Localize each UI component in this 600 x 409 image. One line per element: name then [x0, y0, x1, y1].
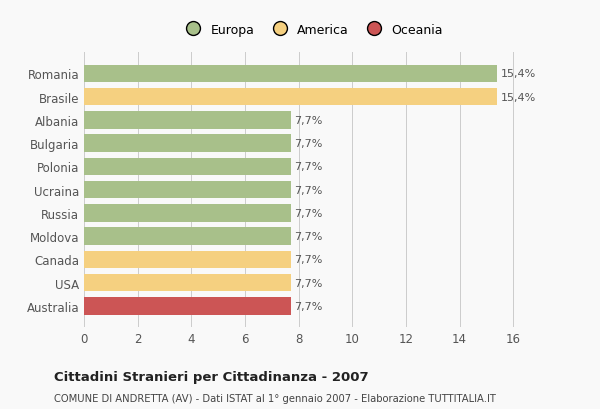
Text: COMUNE DI ANDRETTA (AV) - Dati ISTAT al 1° gennaio 2007 - Elaborazione TUTTITALI: COMUNE DI ANDRETTA (AV) - Dati ISTAT al …	[54, 393, 496, 403]
Text: 15,4%: 15,4%	[501, 92, 536, 103]
Bar	[84, 112, 290, 129]
Bar	[84, 89, 497, 106]
Bar	[84, 65, 497, 83]
Text: 15,4%: 15,4%	[501, 70, 536, 79]
Legend: Europa, America, Oceania: Europa, America, Oceania	[181, 24, 443, 37]
Text: 7,7%: 7,7%	[295, 231, 323, 242]
Text: 7,7%: 7,7%	[295, 301, 323, 311]
Bar	[84, 274, 290, 292]
Bar	[84, 228, 290, 245]
Text: 7,7%: 7,7%	[295, 255, 323, 265]
Text: Cittadini Stranieri per Cittadinanza - 2007: Cittadini Stranieri per Cittadinanza - 2…	[54, 370, 368, 383]
Bar	[84, 297, 290, 315]
Bar	[84, 158, 290, 176]
Text: 7,7%: 7,7%	[295, 162, 323, 172]
Bar	[84, 135, 290, 153]
Text: 7,7%: 7,7%	[295, 185, 323, 195]
Text: 7,7%: 7,7%	[295, 208, 323, 218]
Text: 7,7%: 7,7%	[295, 278, 323, 288]
Bar	[84, 251, 290, 268]
Bar	[84, 182, 290, 199]
Text: 7,7%: 7,7%	[295, 139, 323, 149]
Text: 7,7%: 7,7%	[295, 116, 323, 126]
Bar	[84, 204, 290, 222]
